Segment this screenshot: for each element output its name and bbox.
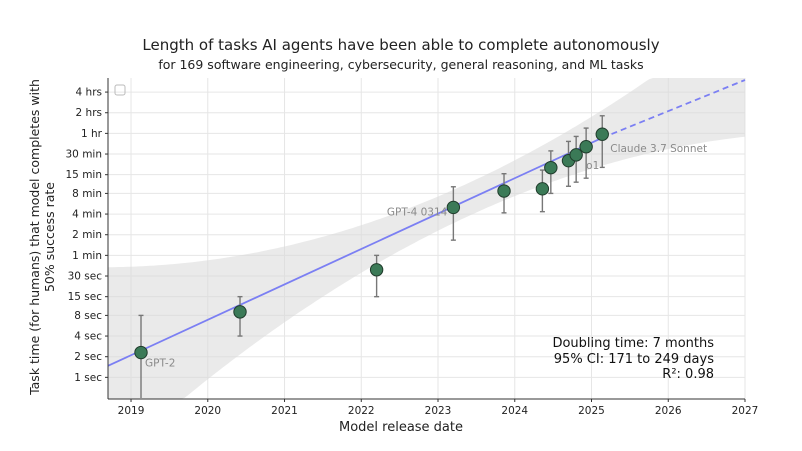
y-tick-label: 2 hrs (76, 107, 102, 119)
doubling-time: Doubling time: 7 months (552, 336, 714, 351)
x-axis-label: Model release date (338, 420, 463, 435)
y-tick-label: 30 min (66, 149, 103, 161)
y-tick-label: 8 sec (74, 310, 102, 322)
data-point (134, 345, 148, 360)
y-axis-label: Task time (for humans) that model comple… (27, 79, 57, 395)
trend-line-solid (107, 137, 603, 367)
chart-subtitle: for 169 software engineering, cybersecur… (158, 57, 644, 72)
stats-box: Doubling time: 7 months 95% CI: 171 to 2… (552, 336, 714, 383)
y-tick-label: 1 hr (81, 128, 103, 140)
data-point (535, 182, 550, 196)
y-tick-label: 30 sec (68, 271, 103, 283)
r-squared: R²: 0.98 (662, 367, 714, 382)
y-tick-label: 1 sec (74, 372, 102, 384)
x-tick-label: 2020 (194, 405, 221, 417)
point-label: GPT-2 (145, 358, 175, 370)
trend-line-dashed (601, 79, 746, 139)
x-tick-label: 2022 (348, 405, 375, 417)
data-point (595, 127, 609, 141)
x-tick-label: 2023 (425, 405, 452, 417)
x-tick-label: 2019 (118, 405, 145, 417)
x-tick-label: 2027 (732, 405, 759, 417)
data-point (369, 263, 384, 277)
data-point (497, 184, 511, 198)
point-label: o1 (586, 160, 599, 172)
y-tick-label: 2 sec (74, 351, 102, 363)
y-tick-label: 1 min (72, 250, 102, 262)
x-tick-label: 2025 (578, 405, 605, 417)
legend-box (114, 84, 126, 96)
data-point (569, 148, 583, 162)
y-tick-label: 8 min (72, 188, 102, 200)
data-point (233, 305, 247, 319)
y-tick-label: 4 sec (74, 331, 102, 343)
confidence-interval: 95% CI: 171 to 249 days (553, 351, 714, 367)
data-points (134, 127, 609, 360)
point-annotations: GPT-2 GPT-4 0314 o1 Claude 3.7 Sonnet (145, 143, 707, 369)
data-point (579, 140, 593, 154)
y-tick-label: 4 min (72, 209, 102, 221)
data-point (446, 200, 461, 215)
point-label: Claude 3.7 Sonnet (610, 143, 707, 155)
x-tick-label: 2026 (655, 405, 682, 417)
chart-title: Length of tasks AI agents have been able… (142, 36, 660, 54)
x-tick-label: 2024 (501, 405, 528, 417)
x-tick-label: 2021 (271, 405, 298, 417)
y-tick-label: 15 sec (68, 291, 103, 303)
point-label: GPT-4 0314 (387, 206, 448, 218)
data-point (544, 160, 558, 175)
y-tick-label: 2 min (72, 229, 102, 241)
y-tick-label: 15 min (66, 169, 103, 181)
y-tick-label: 4 hrs (76, 87, 102, 99)
